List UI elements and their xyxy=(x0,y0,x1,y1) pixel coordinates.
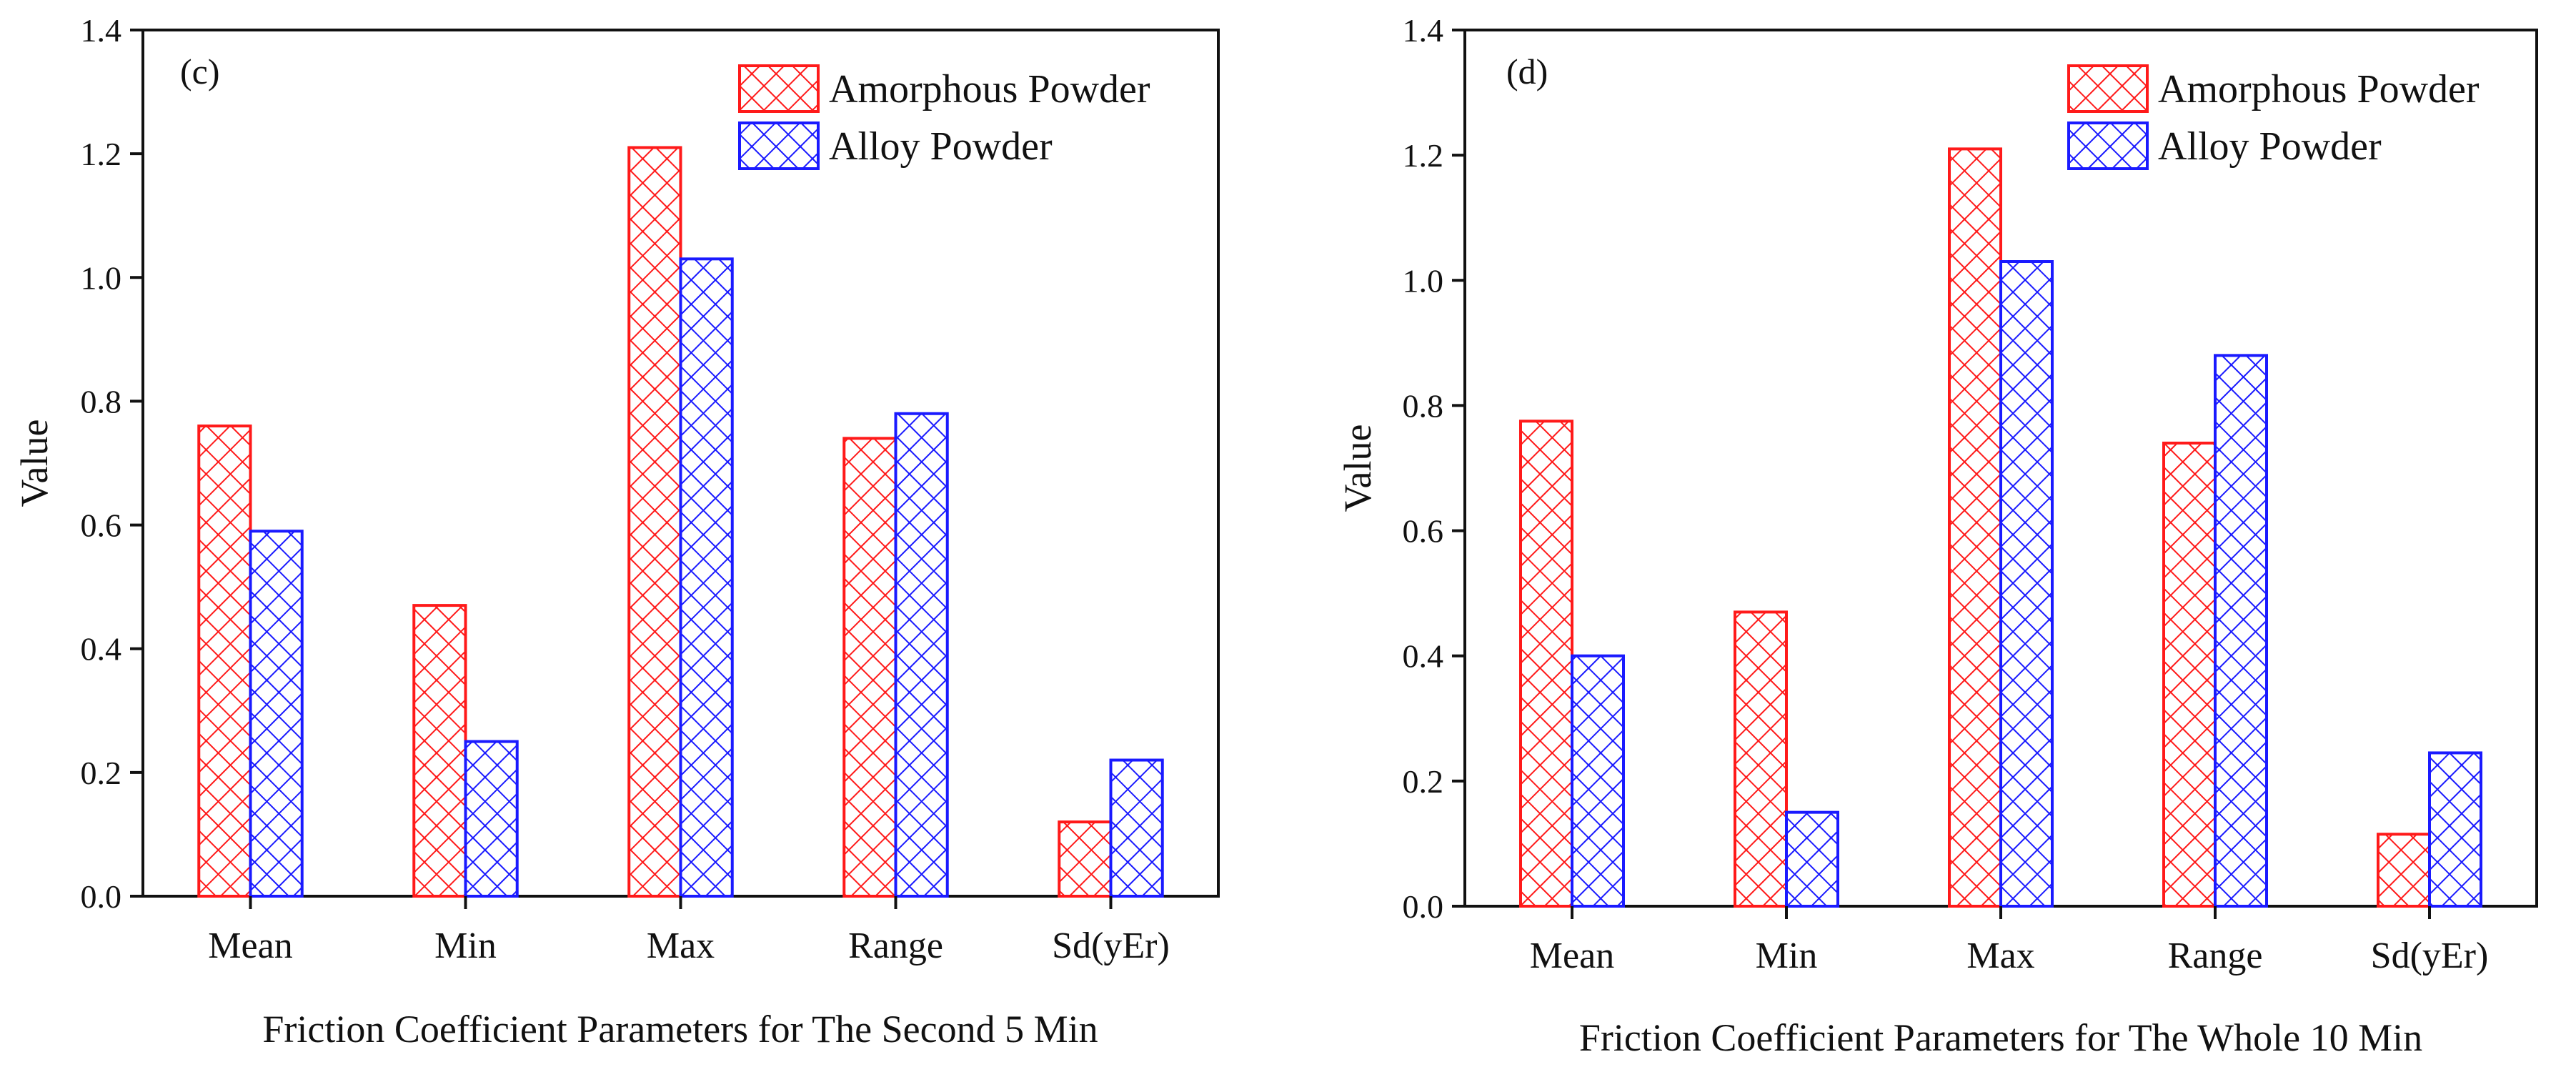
x-category-label: Range xyxy=(848,925,943,966)
legend-label-alloy: Alloy Powder xyxy=(2158,124,2382,169)
bar-alloy-max xyxy=(1999,260,2054,908)
x-category-label: Sd(yEr) xyxy=(2371,935,2489,976)
y-tick-label: 1.4 xyxy=(1403,12,1444,49)
x-category-label: Min xyxy=(1756,935,1818,976)
x-category-labels: Mean Min Max Range Sd(yEr) xyxy=(208,896,1170,966)
y-tick-label: 1.0 xyxy=(1403,262,1444,299)
y-tick-label: 0.0 xyxy=(1403,888,1444,925)
bar-amorphous-mean xyxy=(197,425,252,898)
legend-swatch-alloy xyxy=(2067,121,2149,170)
x-category-label: Mean xyxy=(208,925,292,966)
bar-alloy-min xyxy=(1785,810,1839,908)
x-category-label: Min xyxy=(434,925,497,966)
legend-swatch-amorphous xyxy=(738,64,820,113)
x-category-label: Max xyxy=(1966,935,2034,976)
bar-amorphous-range xyxy=(842,437,897,898)
legend-swatch-alloy xyxy=(738,121,820,170)
legend-label-amorphous: Amorphous Powder xyxy=(829,67,1150,111)
bar-alloy-max xyxy=(679,257,734,898)
bar-amorphous-min xyxy=(412,604,467,898)
y-tick-label: 0.8 xyxy=(1403,387,1444,424)
y-tick-label: 1.0 xyxy=(81,259,122,296)
bar-alloy-sdyer xyxy=(1109,758,1164,898)
x-category-label: Range xyxy=(2168,935,2263,976)
bar-alloy-mean xyxy=(249,530,304,898)
bar-alloy-range xyxy=(894,412,949,898)
bar-amorphous-max xyxy=(627,146,682,898)
y-axis-ticks: 0.0 0.2 0.4 0.6 0.8 1.0 1.2 1.4 xyxy=(1403,12,1465,925)
x-category-label: Max xyxy=(647,925,715,966)
x-category-labels: Mean Min Max Range Sd(yEr) xyxy=(1530,906,2489,976)
y-tick-label: 1.2 xyxy=(1403,137,1444,174)
bar-amorphous-max xyxy=(1948,147,2002,908)
y-tick-label: 0.2 xyxy=(1403,763,1444,800)
y-tick-label: 0.6 xyxy=(81,507,122,544)
bar-alloy-sdyer xyxy=(2428,751,2482,908)
y-axis-ticks: 0.0 0.2 0.4 0.6 0.8 1.0 1.2 1.4 xyxy=(81,12,143,915)
panel-label: (d) xyxy=(1506,51,1548,91)
bar-amorphous-mean xyxy=(1519,420,1573,908)
y-tick-label: 0.6 xyxy=(1403,513,1444,550)
bar-amorphous-sdyer xyxy=(2377,833,2431,908)
x-axis-title: Friction Coefficient Parameters for The … xyxy=(262,1008,1098,1051)
legend-swatch-amorphous xyxy=(2067,64,2149,113)
bar-amorphous-range xyxy=(2162,441,2217,908)
bar-alloy-range xyxy=(2214,354,2268,908)
bar-amorphous-min xyxy=(1734,610,1788,908)
y-tick-label: 0.4 xyxy=(1403,638,1444,675)
chart-panel-d: 0.0 0.2 0.4 0.6 0.8 1.0 1.2 1.4 Mean Min Max Range… xyxy=(1336,12,2538,1059)
y-axis-title: Value xyxy=(13,420,56,507)
bar-group xyxy=(1519,147,2482,908)
legend-label-alloy: Alloy Powder xyxy=(829,124,1053,169)
bar-group xyxy=(197,146,1164,898)
y-tick-label: 0.4 xyxy=(81,631,122,667)
y-axis-title: Value xyxy=(1336,425,1379,512)
y-tick-label: 0.0 xyxy=(81,878,122,915)
bar-amorphous-sdyer xyxy=(1058,820,1113,898)
legend: Amorphous Powder Alloy Powder xyxy=(2067,64,2480,170)
y-tick-label: 0.8 xyxy=(81,383,122,420)
panel-label: (c) xyxy=(180,51,220,91)
x-category-label: Sd(yEr) xyxy=(1052,925,1170,966)
x-category-label: Mean xyxy=(1530,935,1614,976)
bar-alloy-mean xyxy=(1571,654,1625,908)
y-tick-label: 1.4 xyxy=(81,12,122,49)
bar-alloy-min xyxy=(464,740,519,898)
y-tick-label: 0.2 xyxy=(81,755,122,791)
y-tick-label: 1.2 xyxy=(81,136,122,172)
legend-label-amorphous: Amorphous Powder xyxy=(2158,67,2480,111)
chart-panel-c: 0.0 0.2 0.4 0.6 0.8 1.0 1.2 1.4 Mean Min Max Range… xyxy=(13,12,1220,1051)
legend: Amorphous Powder Alloy Powder xyxy=(738,64,1150,170)
x-axis-title: Friction Coefficient Parameters for The … xyxy=(1579,1016,2422,1059)
